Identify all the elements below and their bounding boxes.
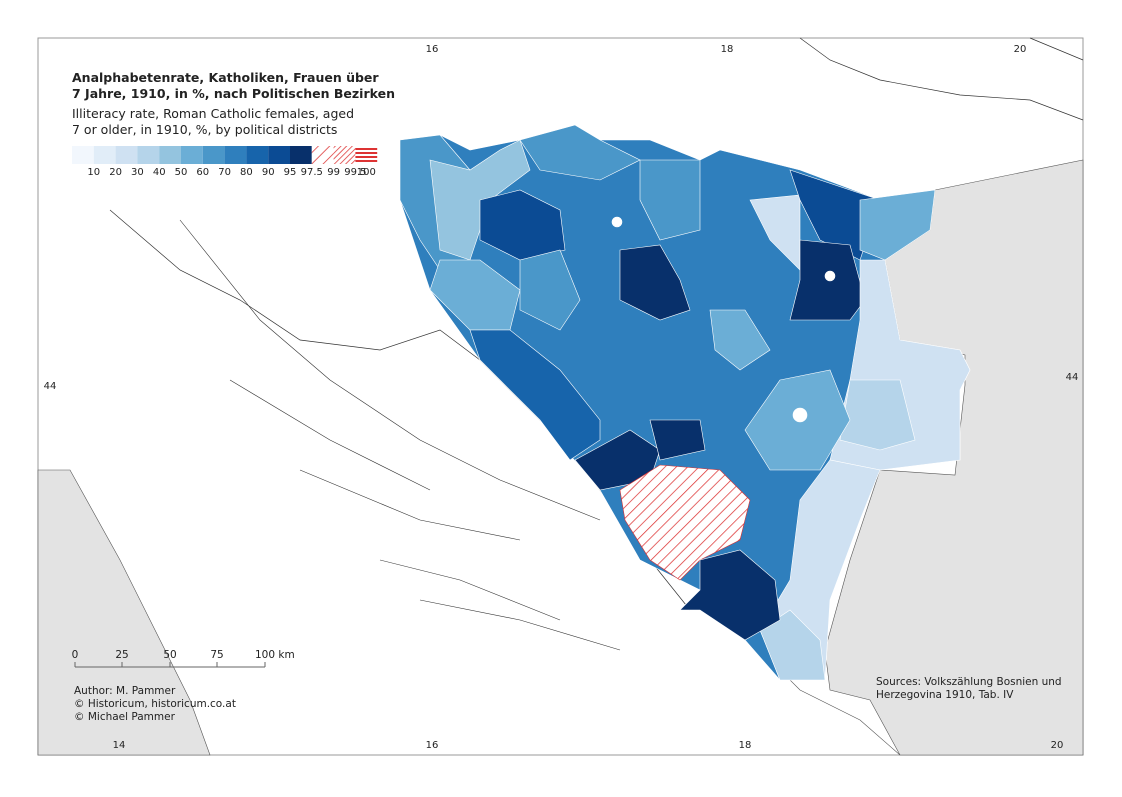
legend-swatch bbox=[93, 146, 116, 164]
legend-swatch bbox=[333, 146, 356, 164]
legend-label: 100 bbox=[357, 167, 376, 178]
source: Herzegovina 1910, Tab. IV bbox=[876, 689, 1014, 701]
graticule-label: 18 bbox=[739, 740, 752, 751]
source: Sources: Volkszählung Bosnien und bbox=[876, 676, 1062, 688]
legend-label: 30 bbox=[131, 167, 144, 178]
legend-swatch bbox=[115, 146, 138, 164]
graticule-label: 20 bbox=[1051, 740, 1064, 751]
legend-label: 70 bbox=[218, 167, 231, 178]
graticule-label: 16 bbox=[426, 44, 439, 55]
graticule-label: 16 bbox=[426, 740, 439, 751]
legend-label: 95 bbox=[284, 167, 297, 178]
subtitle: Illiteracy rate, Roman Catholic females,… bbox=[72, 106, 354, 121]
legend-swatch bbox=[137, 146, 160, 164]
graticule-label: 14 bbox=[113, 740, 126, 751]
legend-label: 20 bbox=[109, 167, 122, 178]
neighbours bbox=[37, 37, 1084, 756]
legend-swatch bbox=[181, 146, 203, 164]
subtitle: 7 or older, in 1910, %, by political dis… bbox=[72, 122, 337, 137]
legend-swatch bbox=[268, 146, 290, 164]
legend-label: 99.5 bbox=[344, 167, 366, 178]
title: Analphabetenrate, Katholiken, Frauen übe… bbox=[72, 70, 379, 85]
credit: © Michael Pammer bbox=[74, 711, 176, 723]
legend-swatch bbox=[159, 146, 181, 164]
legend-label: 99 bbox=[327, 167, 340, 178]
legend-label: 10 bbox=[87, 167, 100, 178]
legend-swatch bbox=[290, 146, 312, 164]
legend-label: 97.5 bbox=[301, 167, 323, 178]
legend-swatch bbox=[202, 146, 225, 164]
graticule-label: 44 bbox=[1066, 372, 1079, 383]
graticule-label: 18 bbox=[721, 44, 734, 55]
scale-label: 0 bbox=[72, 649, 79, 661]
scale-label: 50 bbox=[163, 649, 176, 661]
legend-label: 80 bbox=[240, 167, 253, 178]
legend-label: 90 bbox=[262, 167, 275, 178]
legend-swatch bbox=[224, 146, 247, 164]
scale-label: 75 bbox=[210, 649, 223, 661]
legend-swatch bbox=[72, 146, 94, 164]
scale-label: 100 km bbox=[255, 649, 295, 661]
legend-swatch bbox=[355, 146, 378, 164]
credit: © Historicum, historicum.co.at bbox=[74, 698, 236, 710]
districts bbox=[399, 124, 971, 681]
legend-label: 60 bbox=[196, 167, 209, 178]
legend-label: 50 bbox=[175, 167, 188, 178]
legend-label: 40 bbox=[153, 167, 166, 178]
title: 7 Jahre, 1910, in %, nach Politischen Be… bbox=[72, 86, 395, 101]
legend-swatch bbox=[246, 146, 269, 164]
credit: Author: M. Pammer bbox=[74, 685, 176, 697]
legend-swatch bbox=[311, 146, 334, 164]
graticule-label: 44 bbox=[44, 381, 57, 392]
graticule-label: 20 bbox=[1014, 44, 1027, 55]
scale-bar bbox=[74, 662, 266, 668]
scale-label: 25 bbox=[115, 649, 128, 661]
